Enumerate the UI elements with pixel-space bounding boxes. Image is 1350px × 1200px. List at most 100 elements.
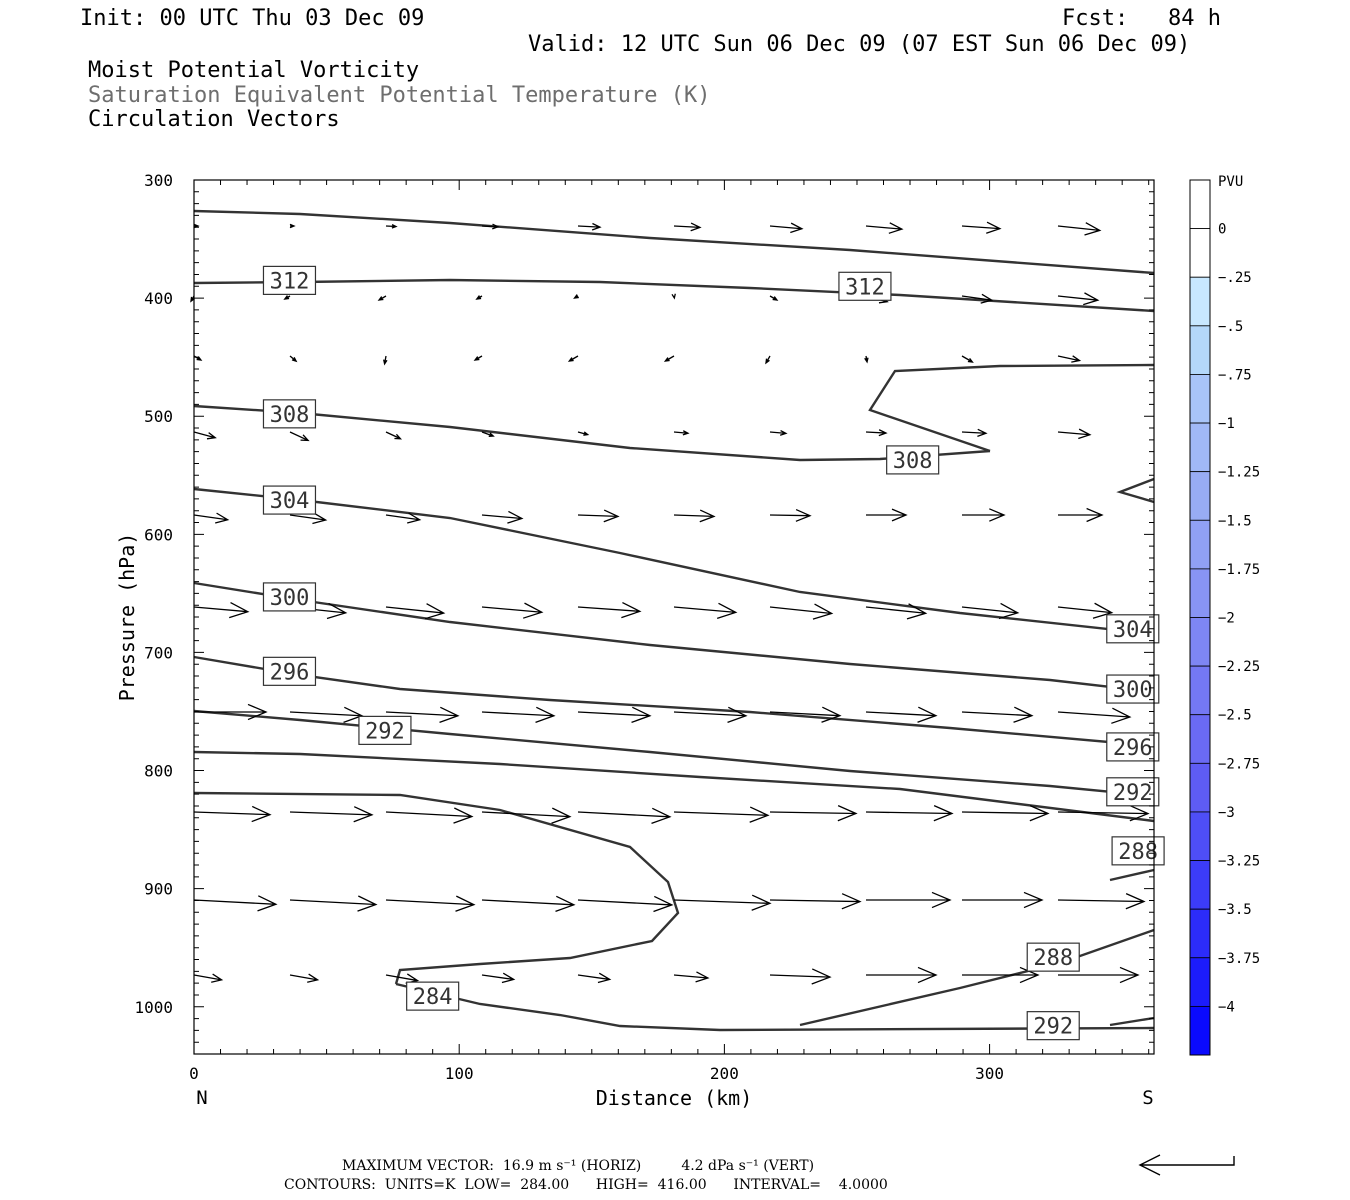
contour-label-box: [262, 582, 317, 612]
y-tick-label: 400: [144, 289, 173, 308]
contour-label: 300: [1113, 678, 1153, 703]
contour-line: [395, 982, 1155, 1032]
colorbar-label: 0: [1218, 222, 1226, 238]
circulation-vector: [1057, 428, 1092, 440]
circulation-vector: [1057, 292, 1100, 306]
contour-line: [868, 363, 1155, 453]
colorbar-label: −2.5: [1218, 708, 1252, 724]
contour-label-box: [262, 265, 317, 295]
x-tick-label: 200: [710, 1064, 739, 1083]
circulation-vector: [283, 295, 291, 300]
south-label: S: [1142, 1087, 1153, 1109]
circulation-vector: [673, 706, 748, 723]
contour-label: 292: [1033, 1015, 1073, 1040]
theta-es-contours: [193, 209, 1155, 1032]
circulation-vector: [481, 510, 524, 524]
colorbar-swatch: [1189, 276, 1211, 327]
circulation-vector: [961, 428, 988, 437]
contour-label-box: [1026, 942, 1080, 972]
circulation-vector: [194, 703, 268, 721]
colorbar-swatch: [1189, 374, 1211, 424]
circulation-vectors: [190, 221, 1150, 985]
circulation-vector: [673, 806, 770, 823]
circulation-vector: [769, 706, 842, 723]
contour-line: [193, 750, 1155, 823]
circulation-vector: [481, 602, 544, 619]
colorbar-swatch: [1189, 714, 1211, 764]
circulation-vector: [1057, 893, 1146, 910]
circulation-vector: [385, 603, 446, 620]
circulation-vector: [193, 431, 217, 440]
colorbar-label: −1: [1218, 416, 1235, 432]
circulation-vector: [673, 894, 772, 911]
contour-label-box: [262, 399, 317, 429]
contour-label: 296: [1113, 736, 1153, 761]
circulation-vector: [961, 221, 1002, 234]
contour-label: 308: [893, 449, 933, 474]
circulation-vector: [961, 706, 1034, 723]
circulation-vector: [769, 893, 862, 910]
circulation-vector: [961, 805, 1050, 822]
circulation-vector: [962, 966, 1040, 984]
colorbar-swatch: [1189, 957, 1211, 1007]
circulation-vector: [865, 603, 928, 620]
circulation-vector: [481, 972, 516, 984]
colorbar-label: −3.5: [1218, 902, 1252, 918]
circulation-vector: [193, 602, 250, 619]
contour-labels: 312 312 308 308 304 304 300 300 296 296 292 292 288 2…: [262, 265, 1165, 1041]
contour-label-box: [406, 981, 460, 1011]
contour-label-box: [886, 445, 940, 475]
circulation-vector: [385, 807, 474, 824]
circulation-vector: [663, 355, 675, 362]
circulation-vector: [289, 806, 374, 823]
circulation-vector: [769, 429, 788, 436]
circulation-vector: [1058, 507, 1104, 523]
pv-colorbar: PVU 0 −.25 −.5 −.75 −1 −1.25 −1.5 −1.75 −2 −2.25 −2…: [1189, 174, 1260, 1056]
contour-label-box: [1026, 1011, 1080, 1041]
contour-line: [193, 709, 1155, 798]
contour-line: [1116, 477, 1155, 504]
max-vector-note: MAXIMUM VECTOR: 16.9 m s⁻¹ (HORIZ) 4.2 d…: [342, 1158, 815, 1174]
circulation-vector: [671, 293, 676, 300]
contour-line: [1109, 1016, 1155, 1027]
colorbar-swatch: [1189, 179, 1211, 230]
colorbar-label: −1.25: [1218, 465, 1260, 481]
colorbar-label: −.75: [1218, 367, 1252, 383]
colorbar-label: −.25: [1218, 270, 1252, 286]
x-tick-label: 100: [445, 1064, 474, 1083]
contour-label: 300: [270, 586, 310, 611]
colorbar-label: −3: [1218, 805, 1235, 821]
y-tick-label: 900: [144, 880, 173, 899]
circulation-vector: [769, 222, 804, 234]
circulation-vector: [962, 891, 1044, 909]
circulation-vector: [385, 431, 403, 440]
y-tick-label: 500: [144, 407, 173, 426]
north-label: N: [196, 1087, 207, 1109]
circulation-vector: [481, 706, 556, 723]
plot-frame: [193, 179, 1155, 1055]
colorbar-swatch: [1189, 325, 1211, 375]
circulation-vector: [769, 295, 779, 301]
circulation-vector: [673, 222, 702, 232]
circulation-vector: [481, 895, 576, 913]
circulation-vector: [481, 807, 572, 824]
circulation-vector: [962, 508, 1006, 522]
circulation-vector: [289, 512, 328, 525]
circulation-vector: [1057, 602, 1114, 619]
contour-label: 284: [413, 985, 453, 1010]
tick-marks: [193, 179, 1154, 1055]
circulation-vector: [577, 706, 652, 723]
circulation-vector: [481, 223, 500, 230]
circulation-vector: [769, 968, 832, 985]
y-axis-title: Pressure (hPa): [115, 533, 139, 702]
colorbar-swatch: [1189, 228, 1211, 278]
axis-ticks: [193, 179, 1154, 1055]
colorbar-label: −2.25: [1218, 659, 1260, 675]
colorbar-swatch: [1189, 519, 1211, 570]
colorbar-swatch: [1189, 568, 1211, 618]
circulation-vector: [289, 706, 364, 723]
colorbar-label: −2.75: [1218, 756, 1260, 772]
circulation-vector: [673, 971, 710, 983]
circulation-vector: [193, 805, 272, 823]
contour-label-box: [262, 656, 317, 686]
